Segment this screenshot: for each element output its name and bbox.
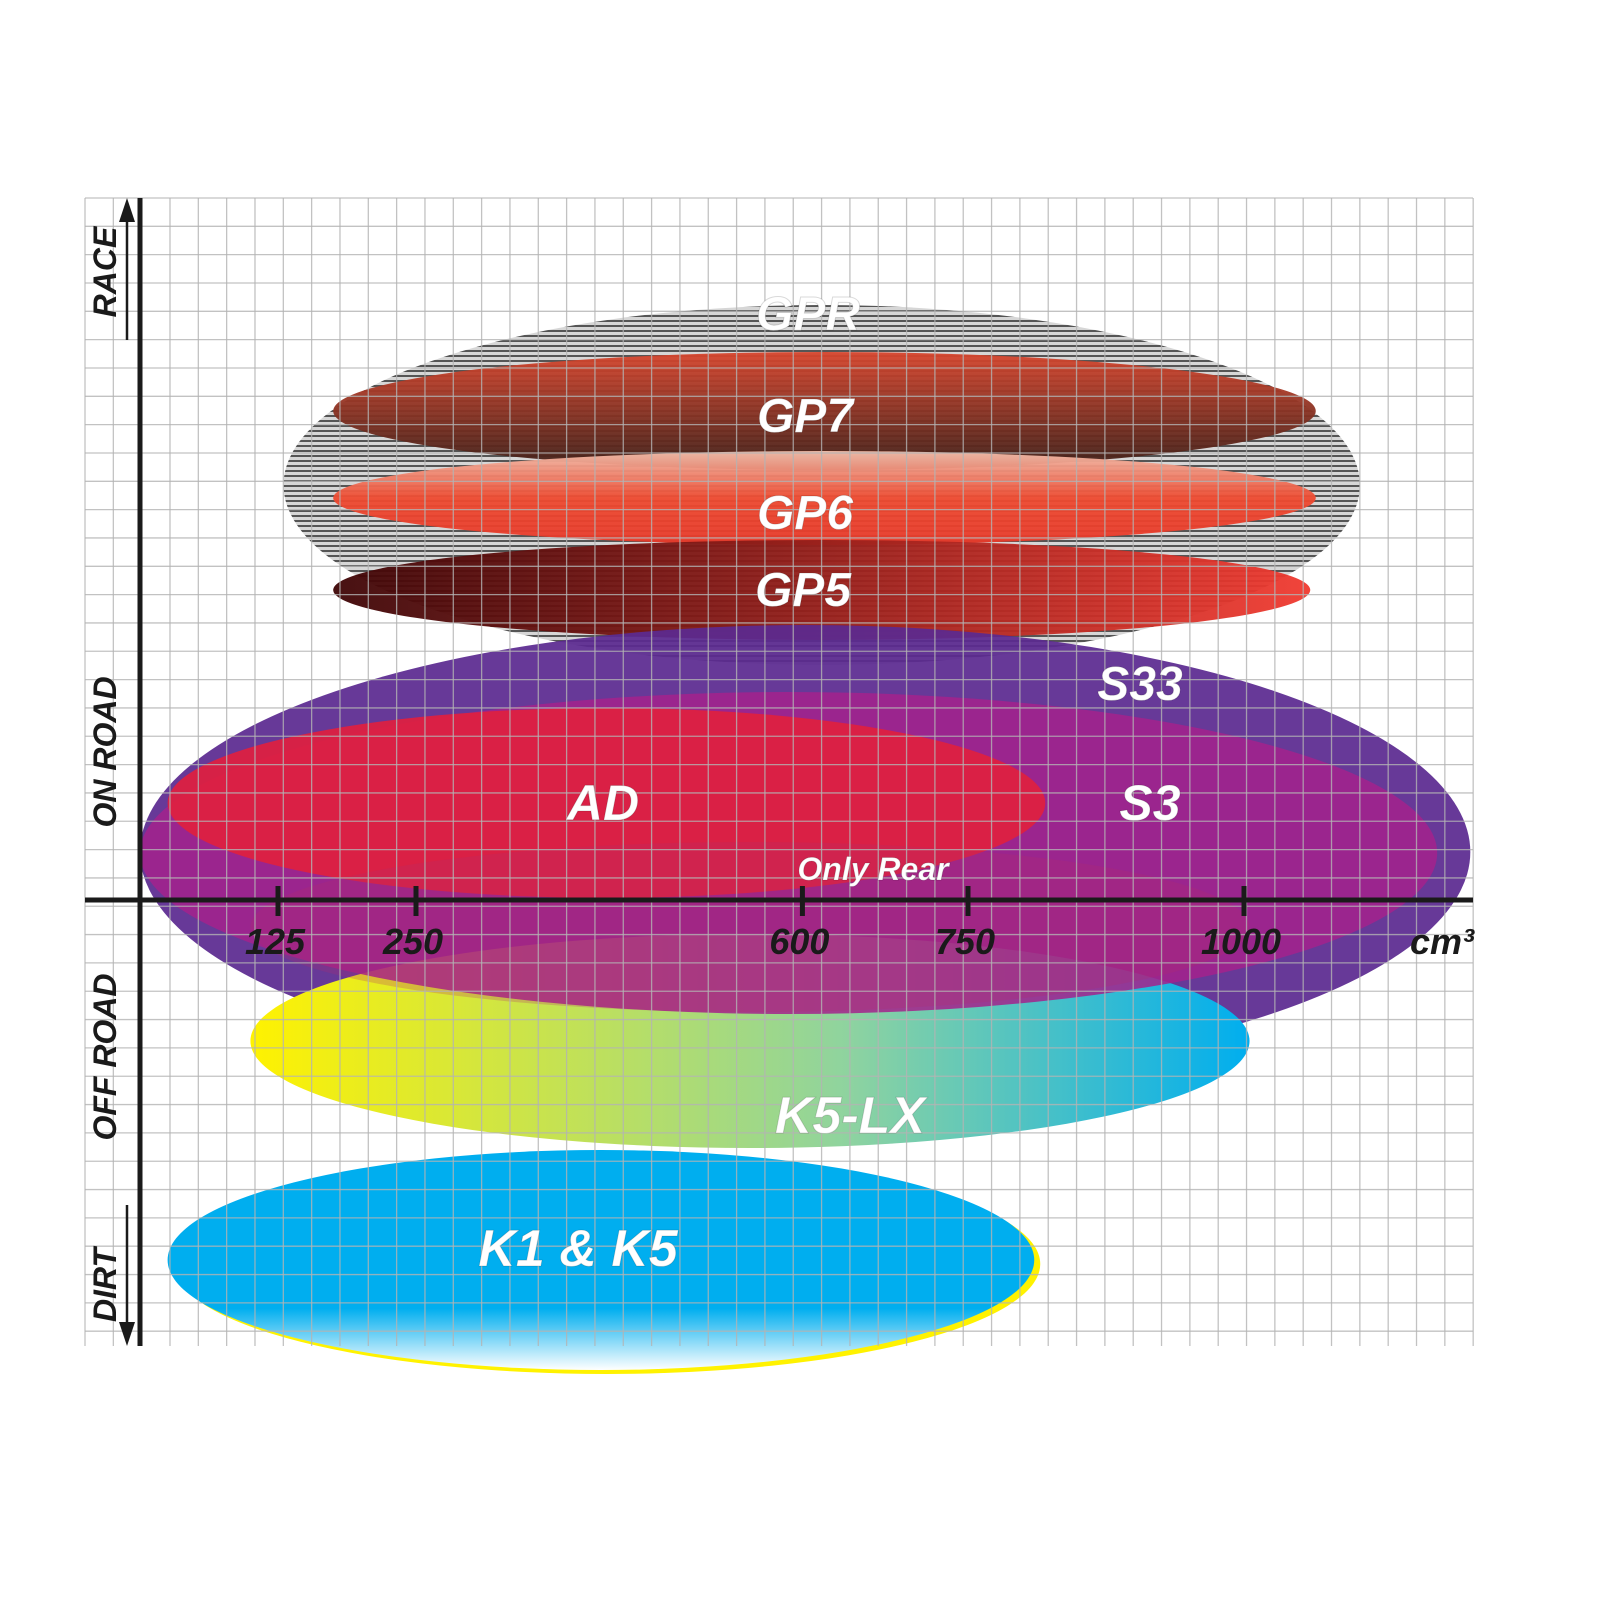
series-label: GP7 — [757, 390, 855, 443]
x-tick-label: 750 — [935, 921, 995, 962]
arrow-down-icon — [119, 1322, 135, 1346]
ellipse-gp6 — [333, 451, 1316, 545]
ellipse-k1-k5 — [167, 1150, 1035, 1370]
series-label: GP6 — [757, 487, 853, 540]
ellipse-ad — [167, 708, 1046, 898]
series-label: S33 — [1097, 658, 1183, 711]
grid — [84, 197, 1474, 1346]
y-category-label: OFF ROAD — [87, 973, 123, 1140]
ellipse-gp7 — [333, 352, 1316, 470]
series-label: S3 — [1119, 775, 1180, 831]
series-label: GPR — [756, 288, 860, 341]
x-tick-label: 600 — [769, 921, 829, 962]
series-label: K1 & K5 — [478, 1220, 678, 1278]
x-tick-label: 250 — [382, 921, 443, 962]
series-label: AD — [565, 775, 639, 831]
y-category-label: RACE — [87, 225, 123, 317]
series-label: K5-LX — [775, 1087, 929, 1145]
x-axis-label: cm³ — [1410, 921, 1475, 962]
series-label: Only Rear — [797, 851, 950, 887]
x-tick-label: 1000 — [1201, 921, 1281, 962]
series-label: GP5 — [755, 564, 852, 617]
x-tick-label: 125 — [245, 921, 306, 962]
y-category-label: DIRT — [87, 1246, 123, 1323]
arrow-up-icon — [119, 198, 135, 222]
y-category-label: ON ROAD — [87, 676, 123, 827]
ellipse-only-rear — [250, 842, 1250, 1012]
